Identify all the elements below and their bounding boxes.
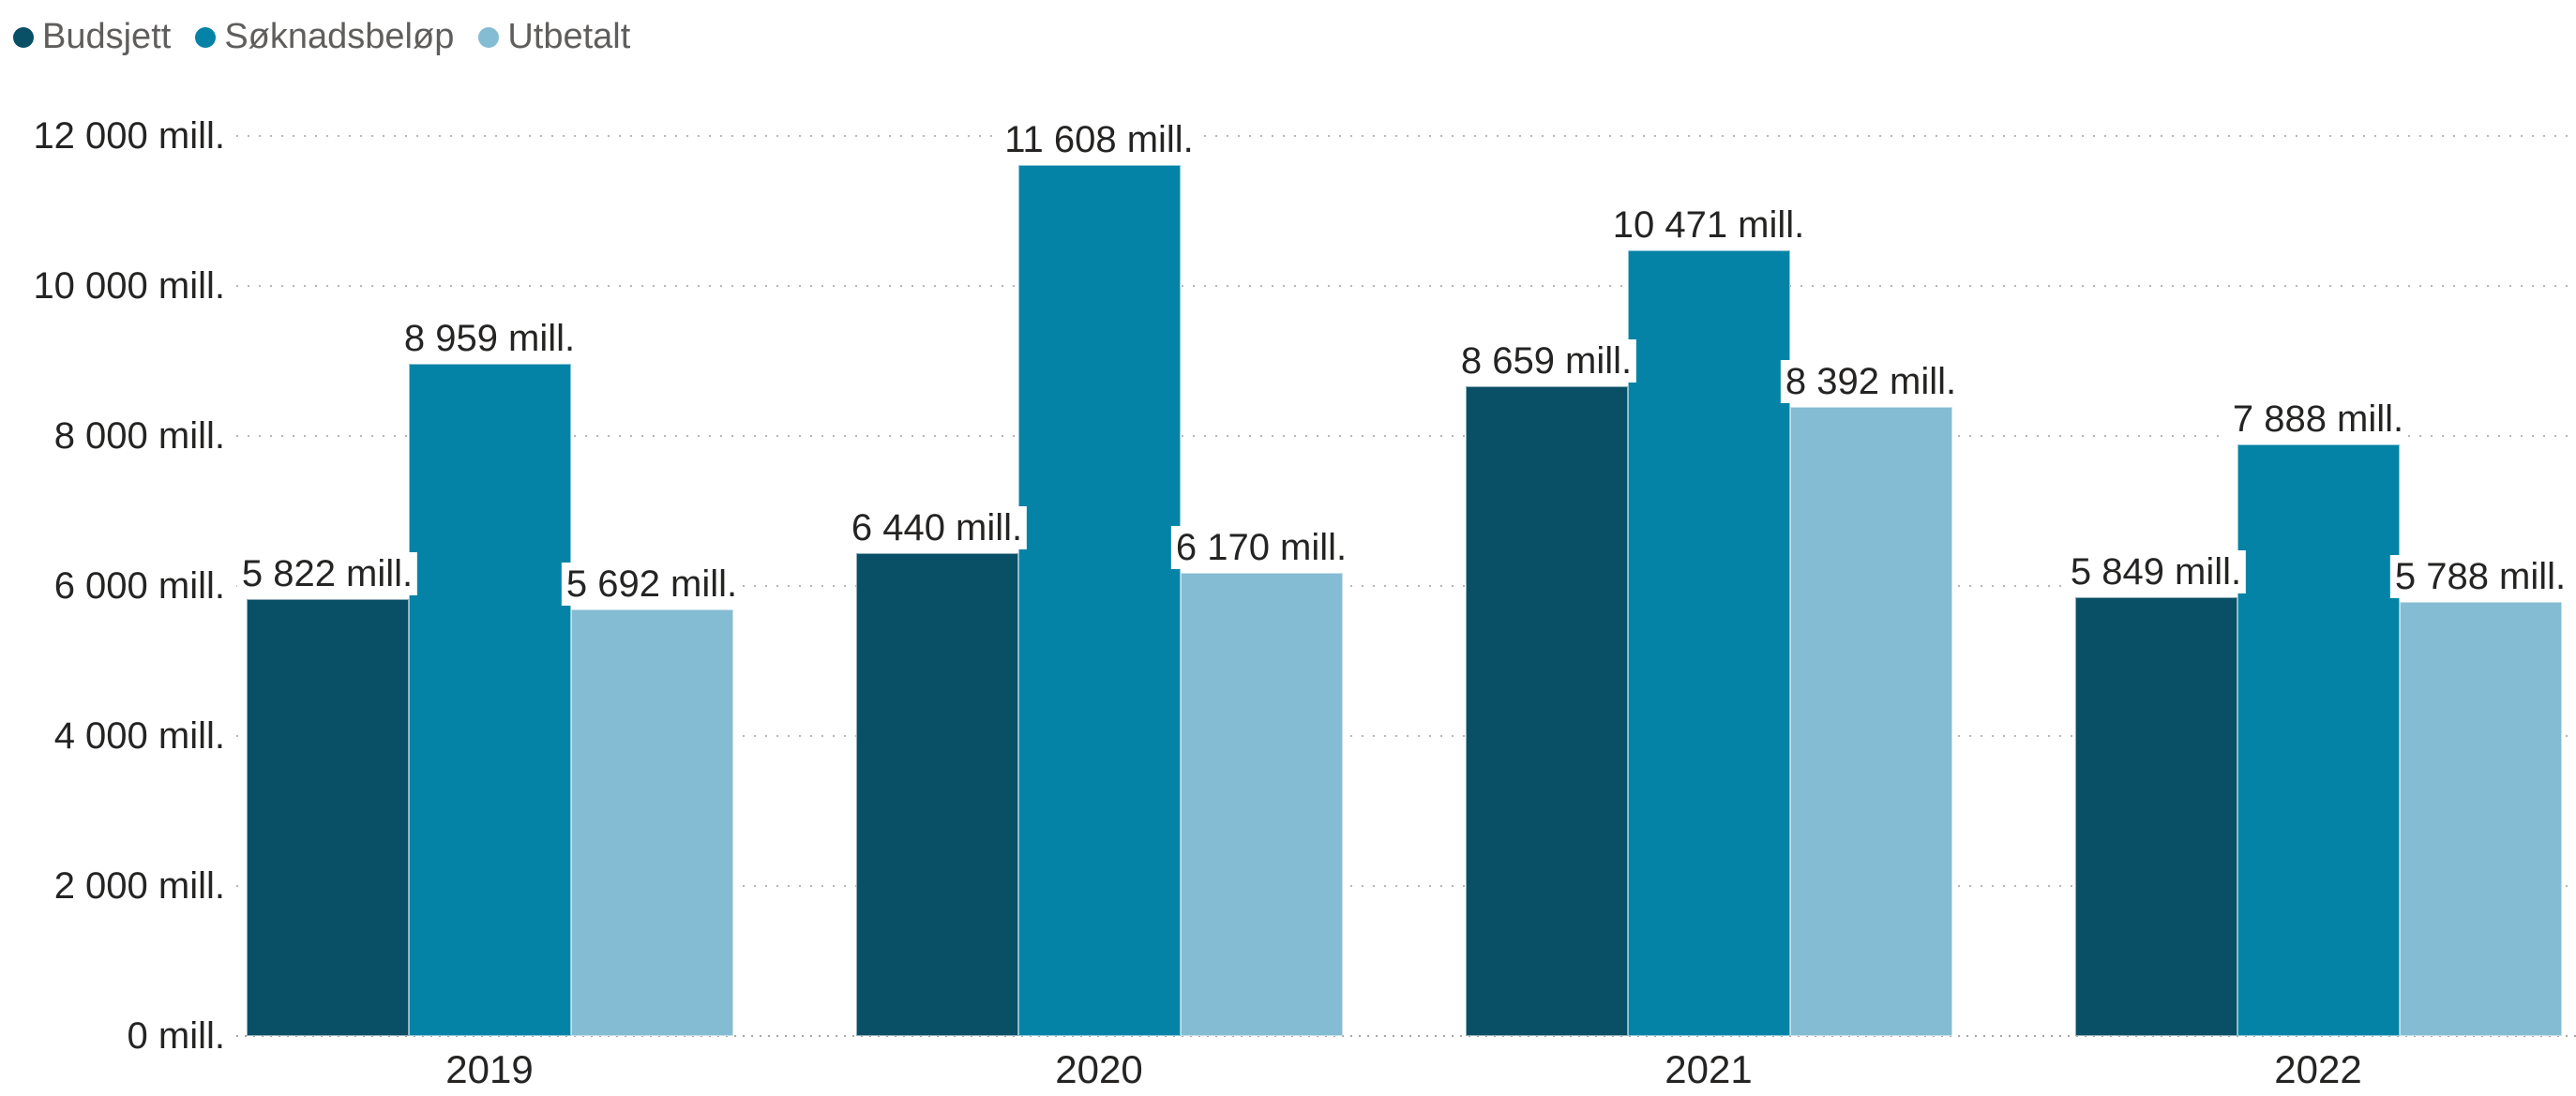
bar-søknadsbeløp-2021[interactable] — [1627, 250, 1790, 1036]
bar-søknadsbeløp-2022[interactable] — [2237, 443, 2400, 1036]
data-label-utbetalt-2019: 5 692 mill. — [561, 562, 743, 606]
legend-item-label: Søknadsbeløp — [224, 17, 455, 56]
bar-utbetalt-2022[interactable] — [2399, 601, 2562, 1036]
data-label-budsjett-2019: 5 822 mill. — [236, 552, 418, 596]
y-axis-tick-label: 6 000 mill. — [53, 565, 225, 607]
x-axis-category-label-2020: 2020 — [1055, 1047, 1143, 1091]
gridline — [236, 285, 2576, 287]
bar-søknadsbeløp-2019[interactable] — [408, 364, 571, 1036]
legend-dot-icon — [195, 26, 217, 48]
data-label-utbetalt-2021: 8 392 mill. — [1780, 359, 1962, 403]
x-axis-category-label-2021: 2021 — [1665, 1047, 1753, 1091]
bar-budsjett-2022[interactable] — [2074, 597, 2237, 1036]
bar-budsjett-2021[interactable] — [1465, 386, 1628, 1036]
gridline — [236, 435, 2576, 437]
bar-utbetalt-2019[interactable] — [570, 608, 733, 1036]
legend-item-2[interactable]: Søknadsbeløp — [195, 17, 454, 57]
legend-dot-icon — [478, 26, 500, 48]
y-axis-tick-label: 2 000 mill. — [53, 865, 225, 907]
y-axis-tick-label: 8 000 mill. — [53, 415, 225, 457]
data-label-utbetalt-2022: 5 788 mill. — [2389, 554, 2571, 598]
bar-budsjett-2020[interactable] — [855, 552, 1018, 1036]
bar-utbetalt-2020[interactable] — [1180, 573, 1343, 1036]
gridline — [236, 585, 2576, 587]
data-label-budsjett-2021: 8 659 mill. — [1455, 339, 1637, 383]
bar-budsjett-2019[interactable] — [246, 599, 409, 1036]
legend-item-label: Utbetalt — [507, 17, 631, 56]
data-label-budsjett-2022: 5 849 mill. — [2065, 550, 2247, 594]
x-axis-category-label-2022: 2022 — [2274, 1047, 2362, 1091]
legend-dot-icon — [13, 26, 34, 48]
legend: Budsjett Søknadsbeløp Utbetalt — [13, 17, 630, 57]
y-axis-tick-label: 0 mill. — [127, 1015, 225, 1057]
data-label-utbetalt-2020: 6 170 mill. — [1170, 526, 1352, 570]
x-axis-category-label-2019: 2019 — [445, 1047, 534, 1091]
y-axis-tick-label: 10 000 mill. — [33, 265, 225, 307]
gridline — [236, 735, 2576, 737]
y-axis-tick-label: 12 000 mill. — [33, 115, 225, 157]
gridline — [236, 135, 2576, 137]
data-label-søknadsbeløp-2021: 10 471 mill. — [1607, 203, 1810, 248]
data-label-søknadsbeløp-2020: 11 608 mill. — [1000, 118, 1198, 162]
gridline — [236, 1035, 2576, 1037]
y-axis-tick-label: 4 000 mill. — [53, 715, 225, 757]
legend-item-3[interactable]: Utbetalt — [478, 17, 630, 57]
data-label-søknadsbeløp-2022: 7 888 mill. — [2227, 397, 2409, 441]
data-label-søknadsbeløp-2019: 8 959 mill. — [399, 317, 580, 361]
legend-item-1[interactable]: Budsjett — [13, 17, 171, 57]
bar-søknadsbeløp-2020[interactable] — [1017, 165, 1181, 1036]
data-label-budsjett-2020: 6 440 mill. — [846, 505, 1028, 549]
legend-item-label: Budsjett — [42, 17, 172, 56]
bar-utbetalt-2021[interactable] — [1789, 406, 1952, 1036]
gridline — [236, 885, 2576, 887]
